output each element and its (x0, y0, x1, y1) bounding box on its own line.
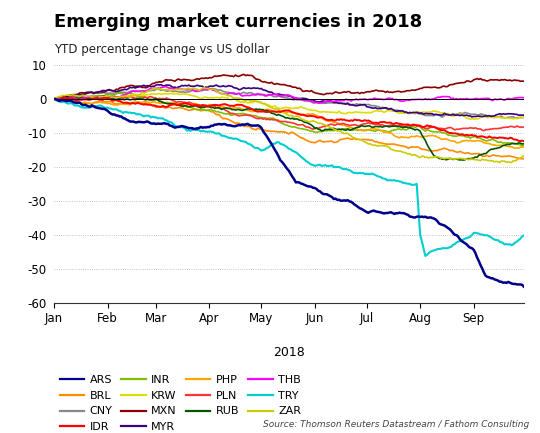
Text: 2018: 2018 (273, 346, 305, 359)
Text: Emerging market currencies in 2018: Emerging market currencies in 2018 (54, 13, 422, 31)
Text: Source: Thomson Reuters Datastream / Fathom Consulting: Source: Thomson Reuters Datastream / Fat… (263, 420, 529, 429)
Legend: ARS, BRL, CNY, IDR, INR, KRW, MXN, MYR, PHP, PLN, RUB, THB, TRY, ZAR: ARS, BRL, CNY, IDR, INR, KRW, MXN, MYR, … (59, 375, 301, 432)
Text: YTD percentage change vs US dollar: YTD percentage change vs US dollar (54, 43, 269, 56)
